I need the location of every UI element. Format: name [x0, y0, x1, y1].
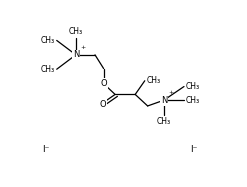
Text: N: N	[161, 96, 167, 105]
Text: O: O	[99, 100, 106, 109]
Text: N: N	[73, 50, 79, 59]
Text: CH₃: CH₃	[41, 65, 55, 74]
Text: +: +	[81, 45, 86, 50]
Text: CH₃: CH₃	[147, 76, 161, 85]
Text: CH₃: CH₃	[157, 117, 171, 126]
Text: +: +	[168, 91, 174, 96]
Text: CH₃: CH₃	[69, 27, 83, 36]
Text: CH₃: CH₃	[186, 96, 200, 105]
Text: I⁻: I⁻	[190, 145, 197, 154]
Text: I⁻: I⁻	[42, 145, 50, 154]
Text: O: O	[100, 79, 107, 88]
Text: CH₃: CH₃	[186, 82, 200, 91]
Text: CH₃: CH₃	[41, 36, 55, 45]
